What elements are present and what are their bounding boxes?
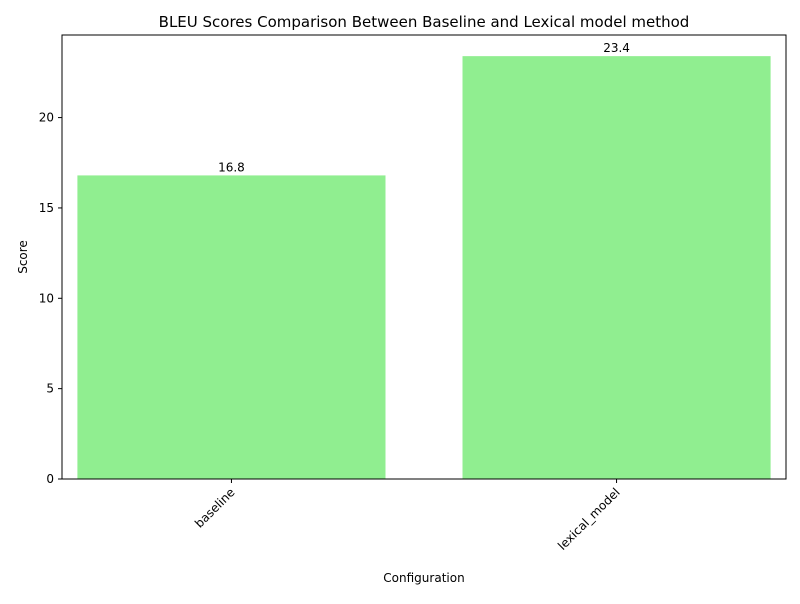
bars	[77, 56, 771, 480]
data-labels: 16.8 23.4	[218, 41, 630, 174]
data-label-baseline: 16.8	[218, 160, 245, 174]
y-tick-label-10: 10	[39, 291, 54, 305]
data-label-lexical_model: 23.4	[603, 41, 630, 55]
y-tick-label-20: 20	[39, 111, 54, 125]
y-tick-label-15: 15	[39, 201, 54, 215]
y-tick-label-5: 5	[46, 382, 54, 396]
bar-baseline	[77, 175, 386, 479]
chart-title: BLEU Scores Comparison Between Baseline …	[159, 13, 690, 31]
axes-frame	[61, 34, 787, 480]
bar-lexical_model	[462, 56, 771, 480]
y-tick-label-0: 0	[46, 472, 54, 486]
x-axis-ticks: baseline lexical_model	[192, 479, 623, 553]
x-tick-label-lexical_model: lexical_model	[555, 485, 623, 553]
y-axis-label: Score	[16, 240, 30, 274]
y-axis-ticks: 0 5 10 15 20	[39, 111, 62, 486]
x-axis-label: Configuration	[383, 571, 464, 585]
x-tick-label-baseline: baseline	[192, 485, 237, 530]
